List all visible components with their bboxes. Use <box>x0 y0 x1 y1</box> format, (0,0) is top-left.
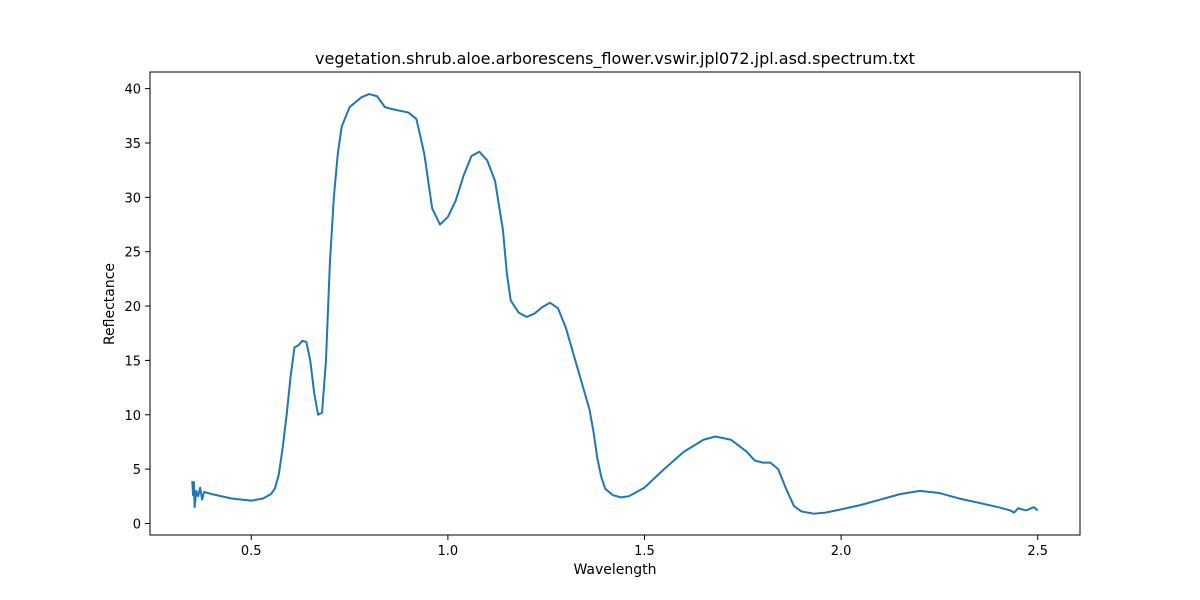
y-tick-label: 20 <box>124 300 141 315</box>
y-tick-label: 10 <box>124 409 141 424</box>
x-tick-label: 2.0 <box>831 544 852 559</box>
y-tick-label: 40 <box>124 83 141 98</box>
x-tick-label: 0.5 <box>241 544 262 559</box>
y-tick-label: 15 <box>124 354 141 369</box>
data-line <box>191 93 1039 515</box>
y-tick-label: 25 <box>124 246 141 261</box>
x-tick-label: 2.5 <box>1027 544 1048 559</box>
y-tick-label: 35 <box>124 137 141 152</box>
x-tick-label: 1.5 <box>634 544 655 559</box>
y-tick-label: 30 <box>124 191 141 206</box>
y-axis-label: Reflectance <box>102 263 118 345</box>
plot-frame <box>149 71 1081 536</box>
y-tick-label: 0 <box>133 517 141 532</box>
x-axis-label: Wavelength <box>573 562 656 578</box>
x-tick-label: 1.0 <box>438 544 459 559</box>
y-tick-label: 5 <box>133 463 141 478</box>
chart-title: vegetation.shrub.aloe.arborescens_flower… <box>315 49 915 69</box>
